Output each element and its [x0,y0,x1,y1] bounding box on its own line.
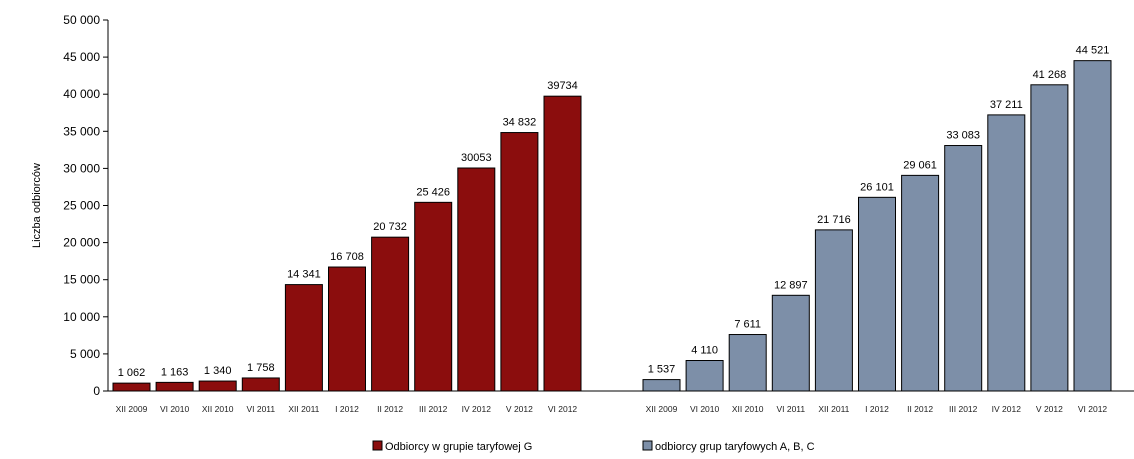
bar-value-label: 41 268 [1033,69,1067,81]
x-tick-label: XII 2011 [818,404,849,414]
y-tick-label: 30 000 [63,161,100,175]
bar-value-label: 29 061 [903,159,937,171]
x-tick-label: II 2012 [907,404,933,414]
bar [155,381,194,392]
bar [241,377,280,392]
bar [457,167,496,392]
x-tick-label: III 2012 [419,404,448,414]
bar [901,174,940,392]
x-tick-label: V 2012 [1036,404,1063,414]
bar [771,294,810,392]
bar [500,132,539,392]
bar [944,145,983,392]
bar [414,201,453,392]
x-tick-label: XII 2009 [116,404,148,414]
bar-value-label: 20 732 [373,221,407,233]
y-axis-title: Liczba odbiorców [31,163,43,248]
bar [987,114,1026,392]
bar-value-label: 39734 [547,80,578,92]
x-tick-label: VI 2010 [160,404,190,414]
bar-value-label: 25 426 [416,186,450,198]
bar-value-label: 37 211 [990,99,1023,111]
x-tick-label: IV 2012 [992,404,1022,414]
bar-value-label: 1 163 [161,366,189,378]
bar-value-label: 1 062 [118,367,146,379]
bar-value-label: 16 708 [330,251,364,263]
bar-value-label: 44 521 [1076,45,1110,57]
x-tick-label: VI 2012 [548,404,578,414]
bar-value-label: 14 341 [287,269,321,281]
y-tick-label: 5 000 [70,347,100,361]
bar-value-label: 1 340 [204,365,232,377]
y-tick-label: 25 000 [63,199,100,213]
legend-swatch [642,440,653,451]
y-tick-label: 45 000 [63,50,100,64]
bar [1073,60,1112,392]
x-tick-label: II 2012 [377,404,403,414]
x-tick-label: I 2012 [335,404,359,414]
y-tick-label: 0 [93,384,100,398]
x-tick-label: XII 2009 [646,404,678,414]
legend-swatch [372,440,383,451]
bar [814,229,853,392]
bar [371,236,410,392]
bar-value-label: 30053 [461,152,492,164]
bar-value-label: 7 611 [734,319,761,331]
y-tick-label: 50 000 [63,13,100,27]
bar [543,95,582,392]
y-tick-label: 10 000 [63,310,100,324]
x-tick-label: VI 2010 [690,404,720,414]
bar [328,266,366,392]
bar [858,196,896,392]
bar-value-label: 12 897 [774,279,808,291]
legend-label: odbiorcy grup taryfowych A, B, C [655,441,815,453]
y-tick-label: 15 000 [63,273,100,287]
bar-value-label: 1 537 [648,364,676,376]
x-tick-label: VI 2012 [1078,404,1108,414]
bar [728,334,767,392]
y-tick-label: 35 000 [63,124,100,138]
y-tick-label: 20 000 [63,236,100,250]
bar [284,284,323,392]
bar-value-label: 26 101 [860,181,894,193]
x-tick-label: VI 2011 [246,404,275,414]
legend-label: Odbiorcy w grupie taryfowej G [385,441,532,453]
y-tick-label: 40 000 [63,87,100,101]
bar [642,379,681,392]
x-tick-label: XII 2010 [202,404,234,414]
bar-value-label: 33 083 [946,130,980,142]
bar-value-label: 21 716 [817,214,851,226]
x-tick-label: XII 2011 [288,404,319,414]
bar [1030,84,1069,392]
x-tick-label: VI 2011 [776,404,805,414]
bar-value-label: 1 758 [247,362,275,374]
bar-value-label: 4 110 [691,345,718,357]
x-tick-label: IV 2012 [462,404,492,414]
x-tick-label: XII 2010 [732,404,764,414]
bar [198,380,237,392]
bar [112,382,151,392]
x-tick-label: III 2012 [949,404,978,414]
bar [685,360,724,392]
x-tick-label: V 2012 [506,404,533,414]
bar-value-label: 34 832 [503,117,537,129]
x-tick-label: I 2012 [865,404,889,414]
